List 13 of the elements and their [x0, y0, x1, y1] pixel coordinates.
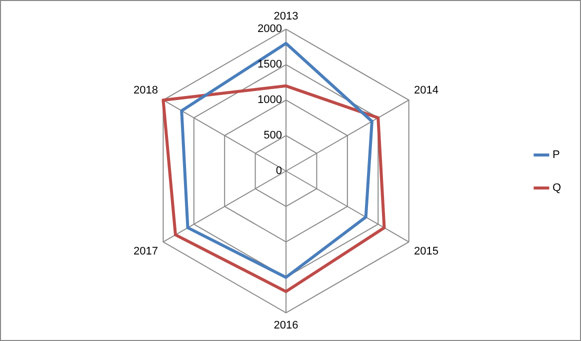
spoke-label: 2018 [134, 84, 158, 97]
y-tick-label: 1000 [258, 94, 282, 106]
y-tick-label: 500 [264, 130, 282, 142]
spoke-label: 2017 [134, 246, 158, 258]
spoke-label: 2013 [274, 10, 298, 23]
spoke-label: 2014 [414, 84, 438, 97]
legend-label: P [552, 149, 560, 162]
legend-label: Q [552, 182, 562, 194]
spoke-label: 2015 [414, 246, 438, 258]
y-tick-label: 2000 [258, 23, 282, 36]
y-tick-label: 0 [276, 165, 282, 178]
y-tick-label: 1500 [258, 58, 282, 71]
spoke-label: 2016 [274, 319, 298, 332]
